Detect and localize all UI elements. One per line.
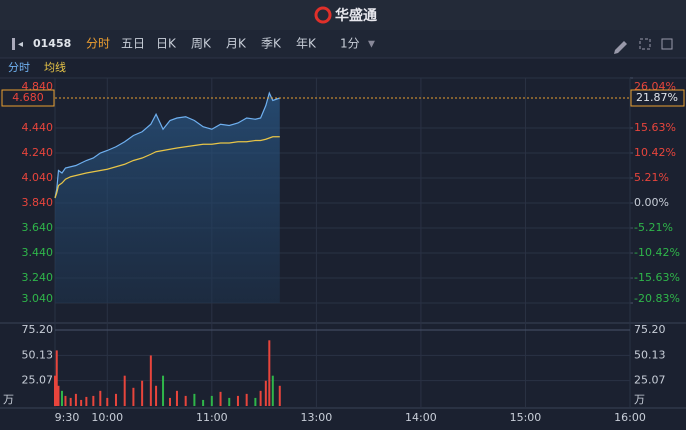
volume-bar	[60, 390, 63, 406]
volume-bar	[254, 397, 257, 406]
volume-bar	[162, 375, 165, 406]
volume-bar	[184, 395, 187, 406]
volume-bar	[219, 391, 222, 406]
y-tick-label: 3.040	[22, 292, 54, 305]
last-change: 21.87%	[636, 91, 678, 104]
volume-bar	[141, 380, 144, 406]
volume-bar	[92, 395, 95, 406]
y-tick-label: 4.240	[22, 146, 54, 159]
x-tick-label: 9:30	[55, 411, 80, 424]
y-tick-label: 3.440	[22, 246, 54, 259]
x-tick-label: 10:00	[91, 411, 123, 424]
volume-bar	[55, 350, 58, 406]
volume-bar	[114, 393, 117, 406]
tab[interactable]: 五日	[121, 37, 145, 51]
volume-bar	[278, 385, 281, 406]
y-tick-label: 50.13	[22, 348, 54, 361]
y-tick-label: 25.07	[22, 374, 54, 387]
volume-bar	[99, 390, 102, 406]
tab[interactable]: 周K	[191, 37, 212, 51]
volume-unit: 万	[634, 393, 645, 406]
y2-tick-label: -10.42%	[634, 246, 680, 259]
tab[interactable]: 日K	[156, 37, 177, 51]
y2-tick-label: 25.07	[634, 374, 666, 387]
window-icon[interactable]	[661, 38, 673, 50]
tab[interactable]: 年K	[296, 37, 317, 51]
volume-bar	[202, 399, 205, 406]
draw-icon[interactable]	[614, 41, 627, 54]
y-tick-label: 3.240	[22, 271, 54, 284]
y2-tick-label: 75.20	[634, 323, 666, 336]
volume-bar	[210, 395, 213, 406]
x-tick-label: 13:00	[301, 411, 333, 424]
legend-entry: 分时	[8, 61, 30, 74]
volume-bar	[245, 393, 248, 406]
y2-tick-label: -20.83%	[634, 292, 680, 305]
legend-entry: 均线	[44, 60, 66, 74]
volume-bar	[169, 397, 171, 406]
volume-bar	[132, 387, 135, 406]
y2-tick-label: 50.13	[634, 348, 666, 361]
volume-bar	[57, 385, 60, 406]
y2-tick-label: -15.63%	[634, 271, 680, 284]
symbol: 01458	[33, 37, 71, 50]
x-tick-label: 11:00	[196, 411, 228, 424]
last-change-box	[630, 89, 685, 107]
price-area	[55, 93, 280, 303]
interval-select[interactable]: 1分	[340, 37, 360, 51]
volume-bar	[264, 380, 267, 406]
brand: 华盛通	[335, 7, 377, 24]
series-line	[54, 136, 280, 199]
volume-bar	[155, 385, 158, 406]
volume-unit: 万	[3, 393, 14, 406]
toolbar	[0, 30, 686, 58]
dropdown-arrow[interactable]: ▼	[368, 40, 375, 50]
volume-bar	[175, 390, 178, 406]
volume-bar	[268, 340, 271, 406]
series-line	[54, 91, 280, 199]
y2-tick-label: 0.00%	[634, 196, 669, 209]
y2-tick-label: 10.42%	[634, 146, 676, 159]
volume-bar	[54, 375, 56, 406]
y-tick-label: 75.20	[22, 323, 54, 336]
volume-bar	[85, 396, 88, 406]
y2-tick-label: -5.21%	[634, 221, 673, 234]
volume-bar	[64, 395, 67, 406]
y2-tick-label: 15.63%	[634, 121, 676, 134]
volume-bar	[80, 399, 83, 406]
y-tick-label: 4.440	[22, 121, 54, 134]
y-tick-label: 4.040	[22, 171, 54, 184]
fullscreen-icon[interactable]	[639, 38, 651, 50]
tab[interactable]: 分时	[86, 37, 110, 51]
x-tick-label: 14:00	[405, 411, 437, 424]
x-tick-label: 16:00	[614, 411, 646, 424]
volume-bar	[149, 355, 152, 406]
last-price-box	[1, 89, 55, 107]
last-price: 4.680	[12, 91, 44, 104]
collapse-icon[interactable]	[12, 38, 15, 50]
volume-bar	[123, 375, 126, 406]
tab[interactable]: 月K	[226, 37, 247, 51]
tab[interactable]: 季K	[261, 37, 282, 51]
volume-bar	[236, 395, 239, 406]
volume-bar	[271, 375, 274, 406]
volume-bar	[193, 393, 196, 406]
volume-bar	[228, 397, 231, 406]
collapse-arrow[interactable]: ◂	[18, 39, 23, 50]
logo	[314, 6, 332, 24]
volume-bar	[69, 397, 72, 406]
x-tick-label: 15:00	[510, 411, 542, 424]
title-bar	[0, 0, 686, 30]
y2-tick-label: 5.21%	[634, 171, 669, 184]
volume-bar	[74, 393, 77, 406]
y-tick-label: 3.840	[22, 196, 54, 209]
y-tick-label: 3.640	[22, 221, 54, 234]
volume-bar	[106, 397, 109, 406]
volume-bar	[259, 390, 262, 406]
